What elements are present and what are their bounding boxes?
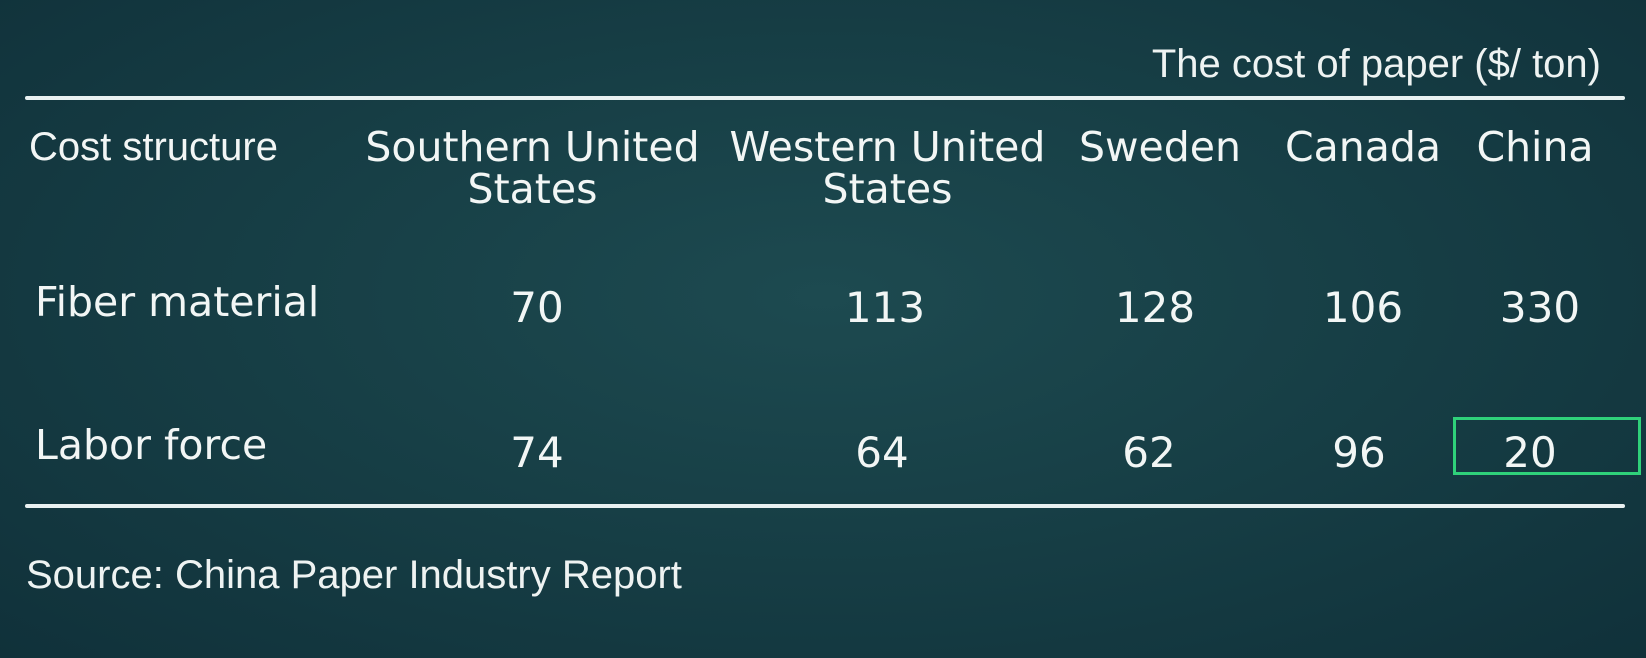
- header-line: States: [822, 165, 953, 213]
- table-cell: 96: [1332, 428, 1386, 477]
- top-rule: [25, 96, 1625, 100]
- header-line: States: [467, 165, 598, 213]
- table-cell-highlighted: 20: [1450, 417, 1641, 477]
- header-line: Canada: [1284, 123, 1441, 171]
- header-line: Southern United: [365, 123, 700, 171]
- row-label-fiber-material: Fiber material: [35, 278, 320, 326]
- header-southern-us: Southern United States: [360, 126, 705, 210]
- header-china: China: [1440, 126, 1630, 168]
- table-cell: 62: [1122, 428, 1176, 477]
- header-sweden: Sweden: [1065, 126, 1255, 168]
- table-cell: 113: [844, 283, 926, 332]
- bottom-rule: [25, 504, 1625, 508]
- header-line: China: [1476, 123, 1594, 171]
- table-cell: 64: [855, 428, 909, 477]
- table-cell: 74: [510, 428, 564, 477]
- unit-title: The cost of paper ($/ ton): [1151, 42, 1601, 86]
- header-line: Sweden: [1078, 123, 1242, 171]
- table-cell: 128: [1114, 283, 1196, 332]
- header-line: Cost structure: [29, 125, 278, 169]
- header-western-us: Western United States: [715, 126, 1060, 210]
- table-cell: 106: [1322, 283, 1404, 332]
- header-line: Western United: [729, 123, 1046, 171]
- header-cost-structure: Cost structure: [29, 126, 329, 168]
- header-canada: Canada: [1268, 126, 1458, 168]
- row-label-labor-force: Labor force: [35, 421, 268, 469]
- table-cell: 70: [510, 283, 564, 332]
- table-cell: 330: [1499, 283, 1581, 332]
- source-note: Source: China Paper Industry Report: [26, 553, 682, 597]
